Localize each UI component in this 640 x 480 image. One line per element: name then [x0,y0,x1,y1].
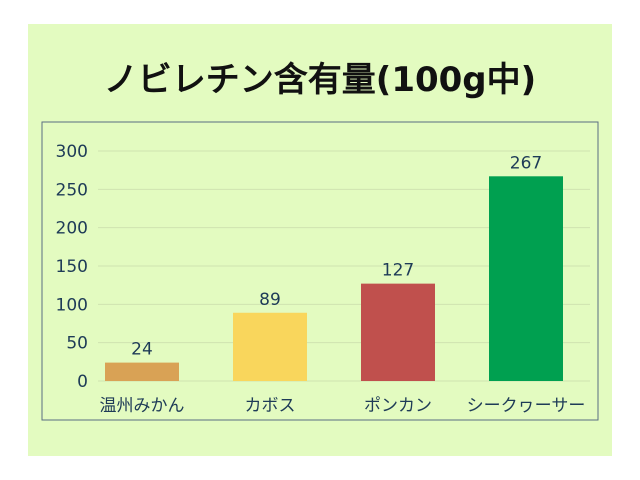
y-tick-label: 0 [77,372,88,392]
category-label: ポンカン [364,396,432,416]
data-label: 89 [259,290,281,310]
chart-title: ノビレチン含有量(100g中) [103,60,537,100]
bars [105,176,563,381]
plot-frame [41,121,599,421]
bar [105,362,179,381]
bar [233,312,307,381]
category-label: シークヮーサー [467,396,586,416]
category-labels: 温州みかん カボス ポンカン シークヮーサー [100,396,586,416]
y-tick-label: 150 [56,257,88,277]
y-tick-label: 200 [56,219,88,239]
y-tick-label: 250 [56,180,88,200]
data-labels: 24 89 127 267 [131,153,542,359]
data-label: 24 [131,340,153,360]
data-label: 127 [382,261,414,281]
y-tick-label: 50 [66,334,88,354]
category-label: カボス [245,396,296,416]
category-label: 温州みかん [100,396,185,416]
y-tick-label: 100 [56,295,88,315]
y-tick-label: 300 [56,142,88,162]
y-axis-ticks: 0 50 100 150 200 250 300 [56,142,88,392]
bar [489,176,563,381]
bar [361,283,435,381]
data-label: 267 [510,153,542,173]
